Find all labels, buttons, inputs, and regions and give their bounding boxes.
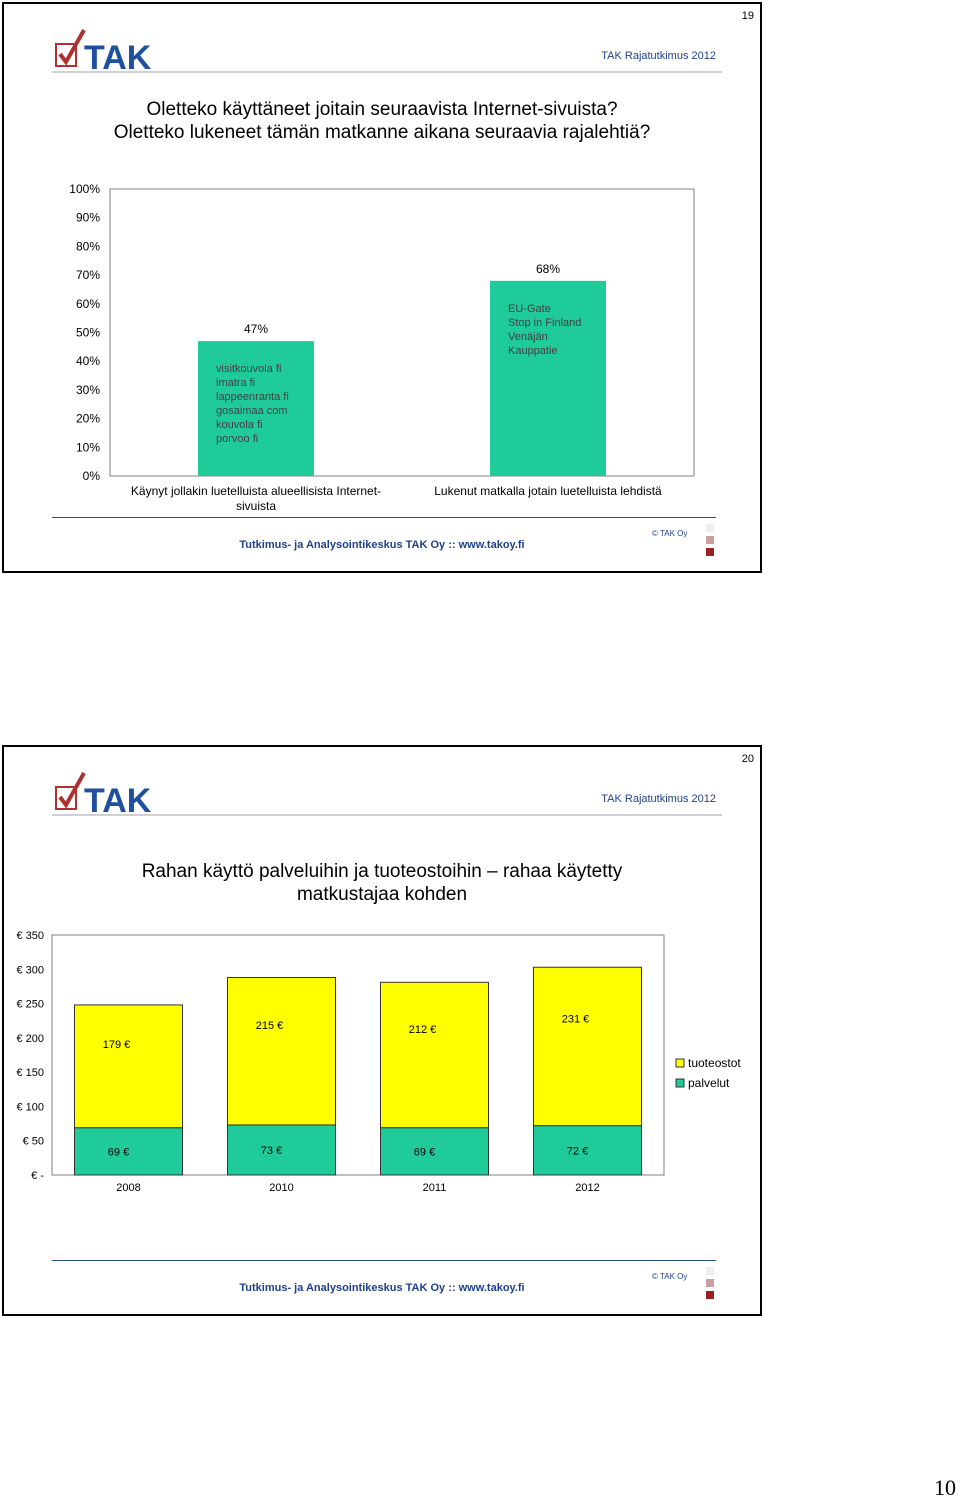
header-divider [52, 814, 722, 816]
bar-value-label: 69 € [414, 1146, 435, 1158]
y-tick-label: € 350 [16, 930, 44, 942]
slide-number: 20 [741, 753, 754, 765]
decor-square [706, 524, 714, 532]
bar-annotation: EU-Gate [508, 303, 551, 315]
bar-segment-palvelut [533, 1125, 642, 1176]
bar-segment-palvelut [74, 1127, 183, 1176]
y-tick-label: € 300 [16, 964, 44, 976]
report-name: TAK Rajatutkimus 2012 [601, 50, 716, 62]
slide-title: Rahan käyttö palveluihin ja tuoteostoihi… [44, 860, 720, 906]
legend-label: palvelut [688, 1076, 730, 1090]
x-category-label: 2011 [423, 1182, 447, 1194]
title-line: Oletteko käyttäneet joitain seuraavista … [146, 99, 618, 120]
svg-text:TAK: TAK [84, 39, 152, 74]
page-number: 10 [934, 1475, 956, 1500]
y-tick-label: 50% [76, 326, 100, 340]
internet-usage-chart: 0% 10% 20% 30% 40% 50% 60% 70% 80% 90% 100% 47% visi… [69, 182, 695, 513]
bar-annotation: imatra fi [216, 377, 255, 389]
y-tick-label: € 150 [16, 1067, 44, 1079]
y-tick-label: € - [31, 1170, 44, 1182]
x-category-label: 2010 [269, 1182, 293, 1194]
y-tick-label: € 50 [23, 1136, 44, 1148]
tak-logo: TAK [55, 772, 152, 817]
x-category-label: Lukenut matkalla jotain luetelluista leh… [434, 484, 662, 498]
decor-square [706, 1279, 714, 1287]
bar-annotation: lappeenranta fi [216, 391, 289, 403]
bar-annotation: kouvola fi [216, 419, 262, 431]
bar-value-label: 179 € [103, 1039, 131, 1051]
header-divider [52, 71, 722, 73]
y-tick-label: 20% [76, 412, 100, 426]
title-line: Oletteko lukeneet tämän matkanne aikana … [113, 122, 651, 143]
title-line: Rahan käyttö palveluihin ja tuoteostoihi… [141, 861, 623, 882]
y-tick-label: € 100 [16, 1101, 44, 1113]
bar-annotation: gosaimaa com [216, 405, 288, 417]
bar-segment-tuoteostot [74, 1004, 183, 1129]
y-tick-label: € 200 [16, 1033, 44, 1045]
y-tick-label: 10% [76, 440, 100, 454]
slide-20: 20 TAK TAK Rajatutkimus 2012 Rahan käytt… [2, 745, 762, 1316]
plot-area [109, 188, 695, 477]
bar [490, 280, 606, 476]
x-category-label: 2008 [116, 1182, 140, 1194]
title-line: matkustajaa kohden [296, 884, 468, 905]
decor-square [706, 548, 714, 556]
bar-annotation: visitkouvola fi [216, 363, 281, 375]
bar [198, 341, 314, 476]
bar-value-label: 215 € [256, 1020, 284, 1032]
decor-square [706, 536, 714, 544]
svg-text:TAK: TAK [84, 782, 152, 817]
x-category-label: Käynyt jollakin luetelluista alueellisis… [131, 484, 381, 498]
report-name: TAK Rajatutkimus 2012 [601, 793, 716, 805]
slide-19: 19 TAK TAK Rajatutkimus 2012 Oletteko kä… [2, 2, 762, 573]
bar-segment-tuoteostot [533, 966, 642, 1127]
slide-title: Oletteko käyttäneet joitain seuraavista … [44, 98, 720, 144]
bar-annotation: Stop in Finland [508, 317, 581, 329]
tak-logo: TAK [55, 29, 152, 74]
y-tick-label: 80% [76, 239, 100, 253]
bar-segment-palvelut [380, 1127, 489, 1176]
y-tick-label: 0% [83, 469, 101, 483]
bar-value-label: 73 € [261, 1145, 282, 1157]
legend-swatch [675, 1058, 685, 1068]
bar-value-label: 212 € [409, 1024, 437, 1036]
spending-chart: € - € 50 € 100 € 150 € 200 € 250 € 300 € 350 69 … [16, 930, 741, 1194]
legend-swatch [675, 1078, 685, 1088]
footer-divider [52, 517, 716, 518]
footer-divider [52, 1260, 716, 1261]
bar-annotation: Venäjän [508, 331, 548, 343]
bar-segment-tuoteostot [227, 977, 336, 1126]
x-category-label: 2012 [575, 1182, 599, 1194]
y-tick-label: 30% [76, 383, 100, 397]
footer-text: Tutkimus- ja Analysointikeskus TAK Oy ::… [239, 539, 525, 551]
bar-value-label: 231 € [562, 1014, 590, 1026]
bar-annotation: Kauppatie [508, 345, 558, 357]
decor-square [706, 1291, 714, 1299]
slide-number: 19 [741, 10, 754, 22]
bar-value-label: 68% [536, 262, 560, 276]
bar-value-label: 47% [244, 322, 268, 336]
y-tick-label: € 250 [16, 999, 44, 1011]
bar-annotation: porvoo fi [216, 433, 258, 445]
bar-value-label: 69 € [108, 1146, 129, 1158]
copyright: © TAK Oy [652, 1272, 688, 1281]
y-tick-label: 90% [76, 211, 100, 225]
bar-segment-palvelut [227, 1124, 336, 1176]
bar-value-label: 72 € [567, 1145, 588, 1157]
decor-square [706, 1267, 714, 1275]
footer-text: Tutkimus- ja Analysointikeskus TAK Oy ::… [239, 1282, 525, 1294]
x-category-label: sivuista [236, 499, 276, 513]
y-tick-label: 40% [76, 354, 100, 368]
copyright: © TAK Oy [652, 529, 688, 538]
y-tick-label: 60% [76, 297, 100, 311]
legend-label: tuoteostot [688, 1056, 741, 1070]
y-tick-label: 70% [76, 268, 100, 282]
bar-segment-tuoteostot [380, 981, 489, 1129]
y-tick-label: 100% [69, 182, 100, 196]
